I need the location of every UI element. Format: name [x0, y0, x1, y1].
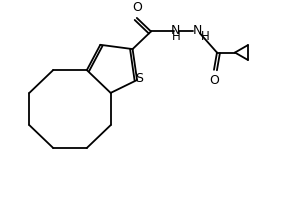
Text: S: S [135, 72, 143, 85]
Text: H: H [172, 30, 180, 43]
Text: N: N [192, 24, 202, 37]
Text: O: O [209, 74, 219, 87]
Text: H: H [201, 30, 210, 43]
Text: N: N [170, 24, 180, 37]
Text: O: O [132, 1, 142, 14]
